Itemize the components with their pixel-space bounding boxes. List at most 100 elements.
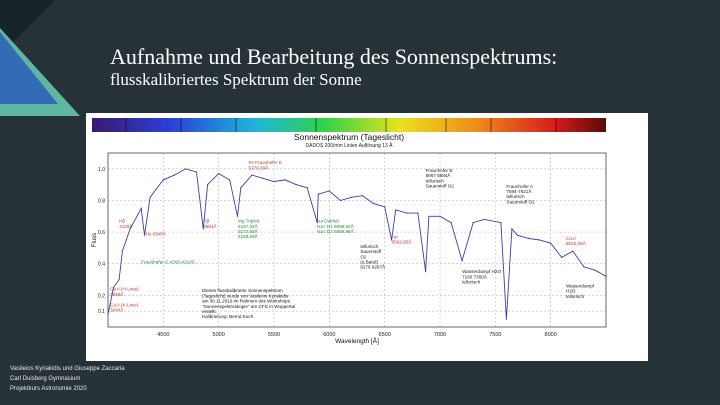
annotation-label: Fraunhofer A 7594-7621Å tellurisch Sauersto…: [506, 184, 535, 205]
data-point: [207, 184, 209, 186]
x-tick-label: 4500: [157, 332, 169, 338]
x-tick-label: 6000: [323, 332, 335, 338]
y-tick-label: 0.1: [98, 309, 105, 315]
series-layer: [107, 168, 607, 320]
x-tick-label: 5500: [268, 332, 280, 338]
data-point: [450, 222, 452, 224]
data-point: [240, 187, 242, 189]
credits-line-authors: Vasileios Kyriakidis und Giuseppe Zaccar…: [10, 366, 125, 372]
data-point: [527, 237, 530, 239]
chart-subtitle: DADOS 200/mm Linien Auflösung 13 Å: [306, 142, 394, 149]
data-point: [306, 187, 308, 189]
annotation-label: Ca II (K-Linie) 3934Å: [110, 302, 139, 312]
annotation-label: Mg Triplett 5167,32Å 5172,68Å 5183,60Å: [238, 219, 260, 240]
data-point: [284, 179, 286, 181]
data-point: [112, 286, 115, 289]
data-point: [516, 234, 519, 236]
x-tick-label: 7000: [434, 332, 446, 338]
x-axis-label: Wavelength [Å]: [335, 336, 379, 345]
annotation-label: Hδ 4100Å: [119, 219, 133, 229]
annotation-label: Fe Fraunhofer E 5270,39Å: [249, 160, 282, 170]
spectrum-chart-panel: Sonnenspektrum (Tageslicht) DADOS 200/mm…: [86, 113, 648, 361]
data-point: [162, 179, 164, 181]
data-point: [511, 228, 513, 230]
data-point: [461, 260, 463, 262]
data-point: [328, 190, 330, 192]
data-point: [149, 196, 151, 198]
annotation-label: Wasserdampf H2O 7160 7350Å tellurisch: [462, 269, 501, 284]
plot-frame: [107, 152, 607, 328]
data-point: [572, 250, 574, 252]
data-point: [236, 215, 239, 217]
annotation-label: Fraunhofer B 6867 6884Å tellurisch Sauersto…: [426, 168, 455, 189]
data-point: [295, 184, 297, 186]
credits-line-course: Projektkurs Astronomie 2020: [10, 386, 87, 392]
annotation-label: Na Dublett Na I D1 5895,92Å Na I D2 5889,9…: [317, 219, 354, 234]
credits-block: Vasileios Kyriakidis und Giuseppe Zaccar…: [10, 364, 125, 394]
data-point: [406, 212, 408, 214]
data-point: [428, 215, 430, 217]
annotation-label: Hα 6562,85Å: [392, 234, 413, 244]
data-point: [539, 239, 541, 241]
data-point: [195, 171, 198, 173]
data-point: [140, 207, 142, 209]
data-point: [262, 177, 264, 179]
data-point: [384, 206, 386, 208]
annotation-label: Hγ 4340Å: [146, 230, 167, 236]
x-axis-ticks: 4500 5000 5500 6000 6500 7000 7500 8000: [157, 332, 557, 338]
y-axis-label: Fluss: [92, 233, 98, 247]
data-point: [218, 173, 220, 175]
grid-lines: [108, 153, 606, 327]
y-axis-ticks: 0.1 0.2 0.4 0.6 0.8 1.0: [98, 167, 105, 315]
data-point: [317, 193, 319, 195]
data-point: [184, 168, 187, 170]
data-point: [439, 215, 441, 217]
data-point: [395, 209, 397, 211]
spectrum-color-strip: [92, 118, 606, 132]
data-point: [202, 228, 204, 230]
x-tick-label: 7500: [489, 332, 501, 338]
slide-subtitle: flusskalibriertes Spektrum der Sonne: [110, 70, 362, 89]
annotation-label: Hβ 4861Å: [203, 219, 217, 229]
annotation-label: Wasserdampf H2O tellurisch: [566, 283, 595, 298]
data-point: [107, 313, 109, 315]
data-point: [391, 239, 393, 241]
x-tick-label: 5000: [213, 332, 225, 338]
data-point: [583, 266, 585, 268]
annotation-label: Ca II 8542,09Å: [566, 236, 587, 246]
data-point: [483, 218, 485, 220]
data-point: [251, 174, 253, 176]
data-point: [273, 180, 275, 183]
data-point: [505, 318, 507, 320]
data-point: [361, 195, 364, 197]
data-point: [129, 228, 131, 230]
annotation-label: Fraunhofer G 4300-4310Å: [141, 259, 196, 265]
data-point: [594, 269, 596, 271]
data-point: [500, 222, 502, 224]
data-point: [339, 199, 341, 202]
data-point: [143, 234, 146, 236]
y-tick-label: 0.8: [98, 198, 105, 204]
data-point: [425, 271, 427, 273]
data-point: [373, 203, 375, 205]
data-point: [229, 179, 231, 181]
y-tick-label: 1.0: [98, 167, 105, 173]
data-point: [316, 222, 318, 224]
y-tick-label: 0.2: [98, 293, 105, 299]
slide-title: Aufnahme und Bearbeitung des Sonnenspekt…: [110, 44, 558, 69]
data-point: [121, 250, 123, 252]
annotation-layer: Fe Fraunhofer E 5270,39Å Hδ 4100Å Hγ 4340Å Hβ…: [110, 160, 595, 319]
y-tick-label: 0.6: [98, 230, 105, 236]
data-point: [350, 196, 353, 198]
data-point: [417, 212, 419, 214]
data-point: [173, 174, 175, 176]
data-point: [605, 275, 607, 277]
spectrum-strip-lines: [125, 118, 557, 132]
chart-title: Sonnenspektrum (Tageslicht): [294, 132, 404, 142]
credits-line-school: Carl Duisberg Gymnasium: [10, 376, 81, 382]
spectrum-chart: Sonnenspektrum (Tageslicht) DADOS 200/mm…: [92, 118, 607, 345]
data-point: [561, 256, 563, 258]
data-point: [118, 278, 120, 281]
annotation-label: Dieses flusskalibrierte Sonnenspektrum (T…: [202, 288, 295, 319]
x-tick-label: 8000: [545, 332, 557, 338]
